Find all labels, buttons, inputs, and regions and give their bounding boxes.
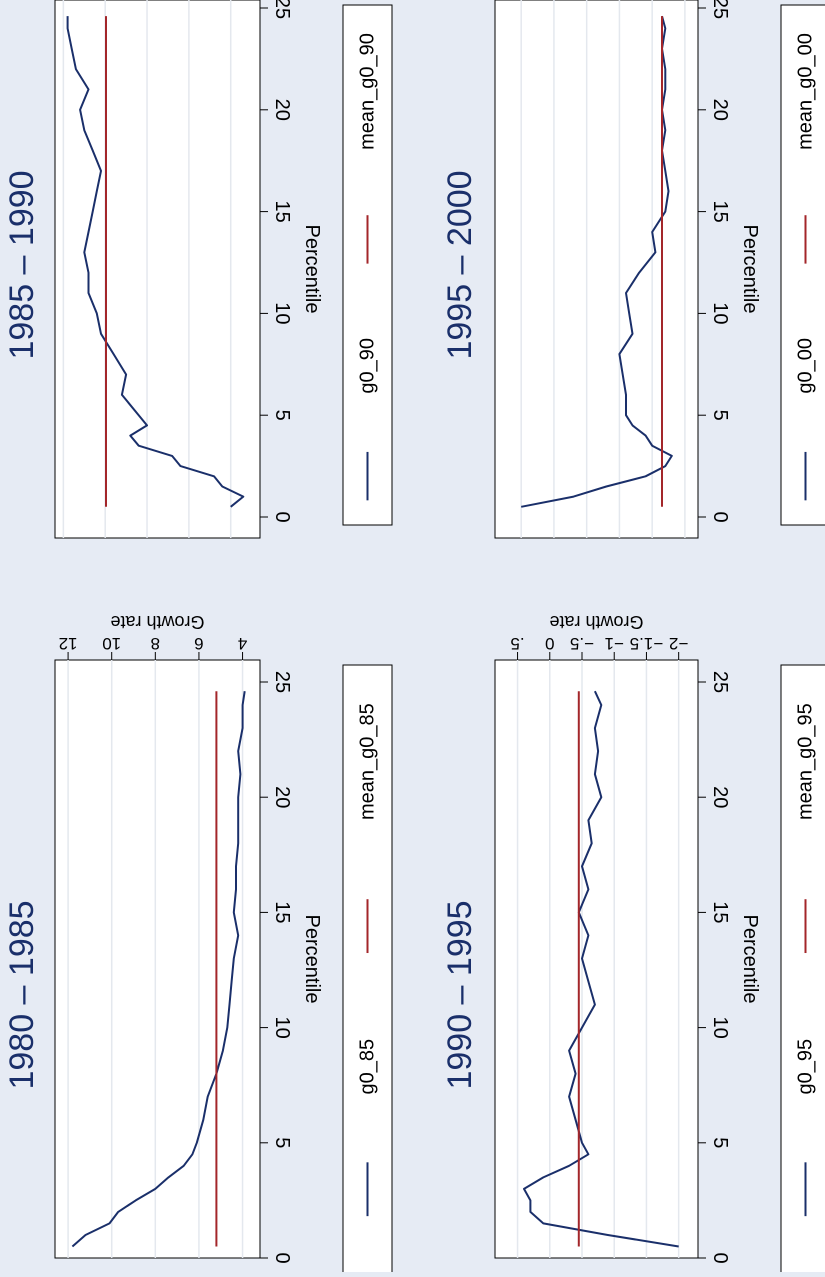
y-axis-label: Growth rate: [549, 612, 643, 632]
x-tick-label: 25: [271, 671, 293, 693]
y-tick-label: 8: [151, 634, 160, 653]
x-tick-label: 25: [709, 671, 731, 693]
y-axis-label: Growth rate: [110, 612, 204, 632]
chart-panel-2: −2 −1.5 −1 −.5 0 .5 0 5 10 15 20 25 Percentile Growth…: [441, 612, 825, 1277]
x-tick-label: 0: [271, 1252, 293, 1263]
x-tick-label: 10: [271, 302, 293, 324]
chart-title: 1995 – 2000: [441, 170, 479, 359]
x-axis-label: Percentile: [739, 915, 761, 1004]
legend-label: g0_85: [357, 1039, 379, 1095]
plot-area: [494, 0, 699, 539]
legend-label: mean_g0_95: [795, 703, 817, 820]
chart-title: 1980 – 1985: [3, 900, 41, 1089]
y-tick-label: 0: [545, 634, 554, 653]
x-tick-label: 15: [271, 200, 293, 222]
chart-title: 1990 – 1995: [441, 900, 479, 1089]
legend-label: g0_00: [795, 338, 817, 394]
x-axis-label: Percentile: [301, 225, 323, 314]
x-tick-label: 25: [271, 0, 293, 19]
legend: [780, 4, 825, 526]
legend: [780, 664, 825, 1277]
x-tick-label: 0: [271, 511, 293, 522]
y-tick-label: 12: [59, 634, 78, 653]
x-tick-label: 15: [709, 901, 731, 923]
plot-area: [54, 0, 261, 539]
y-tick-label: .5: [510, 634, 524, 653]
x-tick-label: 15: [271, 901, 293, 923]
x-axis-label: Percentile: [739, 225, 761, 314]
plot-area: [494, 659, 699, 1259]
series-line-g0-95: [523, 690, 679, 1248]
legend-label: g0_95: [795, 1039, 817, 1095]
series-line-g0-85: [71, 691, 246, 1248]
x-tick-label: 5: [709, 1137, 731, 1148]
y-tick-label: −1.5: [630, 634, 664, 653]
x-tick-label: 5: [271, 1137, 293, 1148]
x-tick-label: 10: [709, 1016, 731, 1038]
x-tick-label: 10: [271, 1016, 293, 1038]
y-tick-label: 10: [102, 634, 121, 653]
y-tick-label: −1: [605, 634, 624, 653]
x-tick-label: 5: [271, 410, 293, 421]
chart-title: 1985 – 1990: [3, 170, 41, 359]
legend-label: mean_g0_00: [795, 33, 817, 150]
legend: [342, 4, 393, 526]
x-tick-label: 20: [271, 786, 293, 808]
plot-area: [54, 659, 261, 1259]
legend-label: mean_g0_90: [357, 33, 379, 150]
x-axis-label: Percentile: [301, 915, 323, 1004]
legend-label: mean_g0_85: [357, 703, 379, 820]
y-tick-label: −2: [669, 634, 688, 653]
x-tick-label: 10: [709, 302, 731, 324]
x-tick-label: 15: [709, 200, 731, 222]
x-tick-label: 0: [709, 511, 731, 522]
x-tick-label: 25: [709, 0, 731, 19]
x-tick-label: 5: [709, 410, 731, 421]
x-tick-label: 0: [709, 1252, 731, 1263]
legend-label: g0_90: [357, 338, 379, 394]
x-tick-label: 20: [709, 99, 731, 121]
chart-panel-0: 4 6 8 10 12 0 5 10 15 20 25 Percentile Growth rate 19…: [3, 612, 393, 1277]
y-tick-label: 4: [238, 634, 247, 653]
x-tick-label: 20: [271, 99, 293, 121]
y-tick-label: 6: [194, 634, 203, 653]
x-tick-label: 20: [709, 786, 731, 808]
y-tick-label: −.5: [570, 634, 594, 653]
series-line-g0-90: [66, 16, 245, 508]
